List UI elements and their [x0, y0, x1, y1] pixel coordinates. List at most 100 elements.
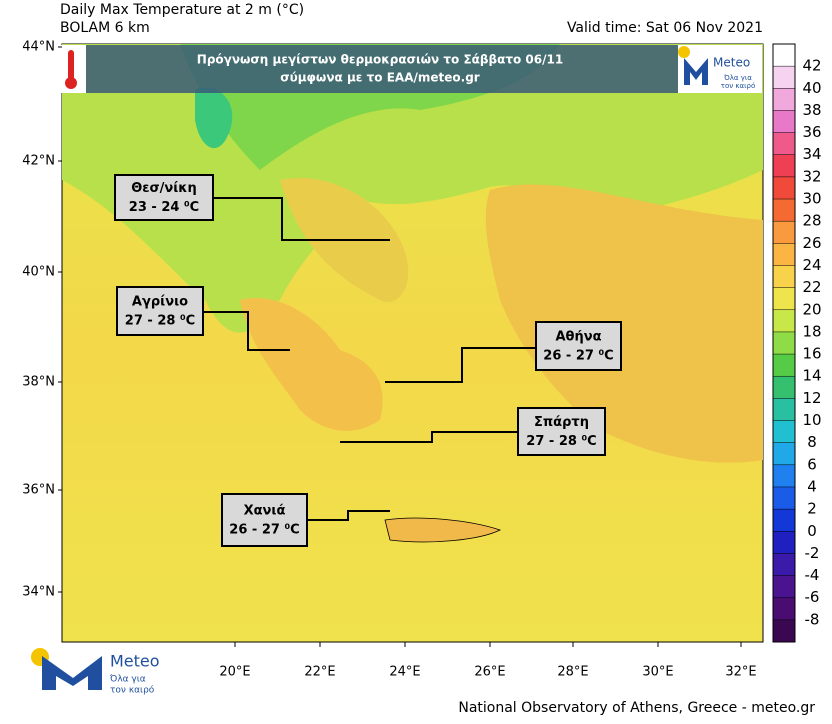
lat-label: 38°N [22, 375, 55, 390]
colorbar-label: -6 [805, 588, 820, 606]
callout-range: 26 - 27 ⁰C [543, 349, 613, 364]
colorbar-band [773, 464, 795, 488]
callout-lines [203, 197, 536, 521]
colorbar-label: 28 [802, 212, 821, 230]
land-turkey [485, 184, 763, 463]
subtitle: BOLAM 6 km [60, 20, 150, 36]
colorbar-band [773, 486, 795, 510]
callout-box [535, 321, 622, 371]
colorbar-band [773, 442, 795, 466]
colorbar-label: 6 [807, 455, 817, 473]
colorbar-label: 38 [802, 101, 821, 119]
colorbar-band [773, 176, 795, 200]
colorbar-label: 42 [802, 57, 821, 75]
thermometer-bulb [65, 77, 77, 89]
callout-city: Θεσ/νίκη [131, 181, 197, 196]
colorbar-label: 32 [802, 167, 821, 185]
callout-box [517, 407, 606, 456]
logo-sun [678, 46, 690, 58]
colorbar-label: 14 [802, 367, 821, 385]
colorbar-label: 34 [802, 145, 821, 163]
callout-line [340, 431, 518, 443]
colorbar-band [773, 553, 795, 577]
colorbar-band [773, 154, 795, 178]
colorbar-band [773, 221, 795, 244]
colorbar-frame [772, 43, 796, 643]
lat-label: 42°N [22, 154, 55, 169]
lat-label: 36°N [22, 483, 55, 498]
bottom-logo: Meteo Όλα για τον καιρό [31, 648, 160, 696]
callout-range: 27 - 28 ⁰C [125, 314, 195, 329]
crete [384, 517, 502, 543]
colorbar-band [773, 420, 795, 444]
callout-city: Χανιά [244, 504, 286, 519]
thermometer [68, 50, 74, 80]
callout-line [307, 510, 390, 521]
callout-city: Σπάρτη [534, 415, 589, 430]
lon-label: 30°E [642, 665, 673, 680]
colorbar-label: 8 [807, 433, 817, 451]
colorbar-label: 22 [802, 278, 821, 296]
colorbar-label: -8 [805, 610, 820, 628]
colorbar-label: 40 [802, 79, 821, 97]
colorbar-band [773, 110, 795, 134]
title: Daily Max Temperature at 2 m (°C) [60, 2, 304, 18]
colorbar-band [773, 354, 795, 377]
colorbar-band [773, 597, 795, 621]
banner-box [86, 45, 678, 93]
logo-name: Meteo [713, 56, 750, 70]
callout-range: 27 - 28 ⁰C [526, 434, 596, 449]
lat-label: 34°N [22, 585, 55, 600]
callout-city: Αγρίνιο [132, 295, 188, 310]
land-cold [195, 87, 233, 149]
banner: Πρόγνωση μεγίστων θερμοκρασιών το Σάββατ… [58, 45, 762, 93]
logo-mark [684, 58, 708, 85]
colorbar-label: 30 [802, 190, 821, 208]
lon-label: 22°E [304, 665, 335, 680]
logo-slogan: τον καιρό [721, 82, 755, 90]
colorbar-label: 2 [807, 500, 817, 518]
callout-range: 23 - 24 ⁰C [129, 200, 199, 215]
footer: National Observatory of Athens, Greece -… [458, 700, 815, 716]
logo-slogan: τον καιρό [110, 685, 155, 696]
logo-name: Meteo [110, 652, 160, 671]
colorbar-band [773, 376, 795, 399]
colorbar-band [773, 243, 795, 266]
banner-line: σύμφωνα με το ΕΑΑ/meteo.gr [280, 71, 480, 85]
lon-label: 20°E [219, 665, 250, 680]
colorbar-label: 4 [807, 477, 817, 495]
lon-label: 28°E [557, 665, 588, 680]
colorbar-label: 0 [807, 522, 817, 540]
colorbar-label: -2 [805, 544, 820, 562]
colorbar-label: 10 [802, 411, 821, 429]
valid-time: Valid time: Sat 06 Nov 2021 [567, 20, 763, 36]
lon-label: 26°E [474, 665, 505, 680]
colorbar-band [773, 531, 795, 554]
lon-label: 32°E [725, 665, 756, 680]
callout-box [114, 174, 214, 221]
colorbar-band [773, 398, 795, 422]
colorbar-band [773, 287, 795, 311]
colorbar-label: 20 [802, 300, 821, 318]
lon-label: 24°E [389, 665, 420, 680]
colorbar-band [773, 265, 795, 289]
map [61, 43, 764, 643]
colorbar-band [773, 88, 795, 111]
colorbar-label: 26 [802, 234, 821, 252]
logo-slogan: Όλα για [723, 74, 752, 82]
colorbar-label: 12 [802, 389, 821, 407]
colorbar-band [773, 309, 795, 333]
colorbar-band [773, 575, 795, 599]
colorbar-band [773, 132, 795, 156]
colorbar-label: -4 [805, 566, 820, 584]
logo-mark [42, 656, 102, 690]
colorbar-label: 18 [802, 322, 821, 340]
colorbar-band [773, 619, 795, 643]
callout-box [116, 286, 204, 336]
lat-label: 40°N [22, 265, 55, 280]
logo-slogan: Όλα για [109, 674, 146, 685]
colorbar-band [773, 66, 795, 89]
colorbar-band [773, 509, 795, 532]
callout-line [385, 347, 536, 383]
